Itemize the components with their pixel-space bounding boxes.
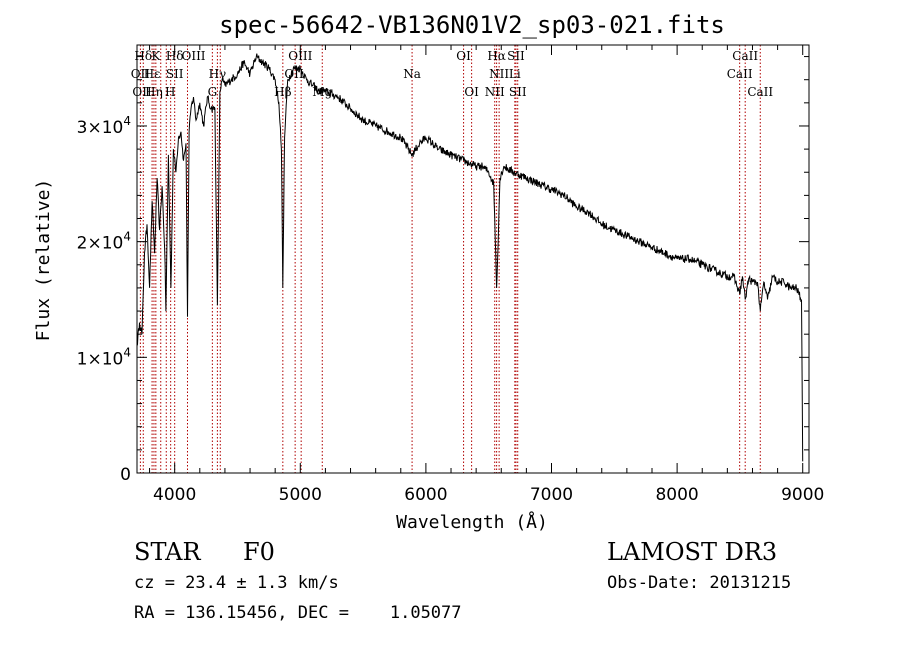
x-tick-label: 7000 xyxy=(530,485,573,505)
line-marker-label: Li xyxy=(509,67,521,81)
x-tick-label: 4000 xyxy=(153,485,196,505)
y-tick-label: 0 xyxy=(120,465,131,485)
y-tick-mantissa: 2×10 xyxy=(77,234,124,254)
x-tick-label: 5000 xyxy=(279,485,322,505)
line-marker-label: OI xyxy=(464,85,479,99)
line-marker-label: Hα xyxy=(487,49,506,63)
line-marker-label: Hη xyxy=(145,85,163,99)
line-marker-label: SII xyxy=(166,67,184,81)
spectral-subclass: F0 xyxy=(243,538,275,566)
flux-series-line xyxy=(136,53,804,462)
x-axis-label: Wavelength (Å) xyxy=(396,511,548,533)
line-marker-label: NII xyxy=(489,67,509,81)
line-marker-label: Hδ xyxy=(134,49,152,63)
line-marker-label: G xyxy=(208,85,218,99)
y-tick-exponent: 4 xyxy=(123,345,131,359)
x-tick-label: 6000 xyxy=(404,485,447,505)
y-tick-mantissa: 0 xyxy=(120,465,131,485)
line-marker-label: NII xyxy=(485,85,505,99)
obs-date: Obs-Date: 20131215 xyxy=(607,573,792,593)
y-tick-label: 1×104 xyxy=(77,345,131,369)
redshift-readout: cz = 23.4 ± 1.3 km/s xyxy=(134,573,339,593)
line-marker-label: OI xyxy=(456,49,471,63)
y-tick-mantissa: 1×10 xyxy=(77,349,124,369)
line-marker-label: OIII xyxy=(288,49,312,63)
chart-title: spec-56642-VB136N01V2_sp03-021.fits xyxy=(219,11,725,39)
line-marker-label: H xyxy=(165,85,175,99)
x-tick-label: 9000 xyxy=(781,485,824,505)
survey-name: LAMOST DR3 xyxy=(607,538,778,566)
line-marker-label: SII xyxy=(507,49,525,63)
coordinates: RA = 136.15456, DEC = 1.05077 xyxy=(134,603,462,623)
y-tick-mantissa: 3×10 xyxy=(77,118,124,138)
line-marker-label: OII xyxy=(131,67,151,81)
y-tick-label: 3×104 xyxy=(77,114,131,138)
line-marker-label: Na xyxy=(403,67,421,81)
line-marker-label: Hδ xyxy=(166,49,184,63)
object-class: STAR xyxy=(134,538,201,566)
line-marker-label: SII xyxy=(509,85,527,99)
y-axis-label: Flux (relative) xyxy=(33,179,54,342)
line-marker-label: CaII xyxy=(747,85,773,99)
y-tick-label: 2×104 xyxy=(77,230,131,254)
line-marker-label: OIII xyxy=(181,49,205,63)
line-marker-label: K xyxy=(151,49,161,63)
x-axis-ticks: 4000 5000 6000 7000 8000 9000 xyxy=(149,45,824,505)
line-marker-label: CaII xyxy=(727,67,753,81)
y-tick-exponent: 4 xyxy=(123,230,131,244)
plot-frame xyxy=(136,44,810,474)
line-marker-label: Hγ xyxy=(209,67,227,81)
y-tick-exponent: 4 xyxy=(123,114,131,128)
line-marker-label: Hε xyxy=(144,67,161,81)
x-tick-label: 8000 xyxy=(655,485,698,505)
line-marker-label: CaII xyxy=(732,49,758,63)
